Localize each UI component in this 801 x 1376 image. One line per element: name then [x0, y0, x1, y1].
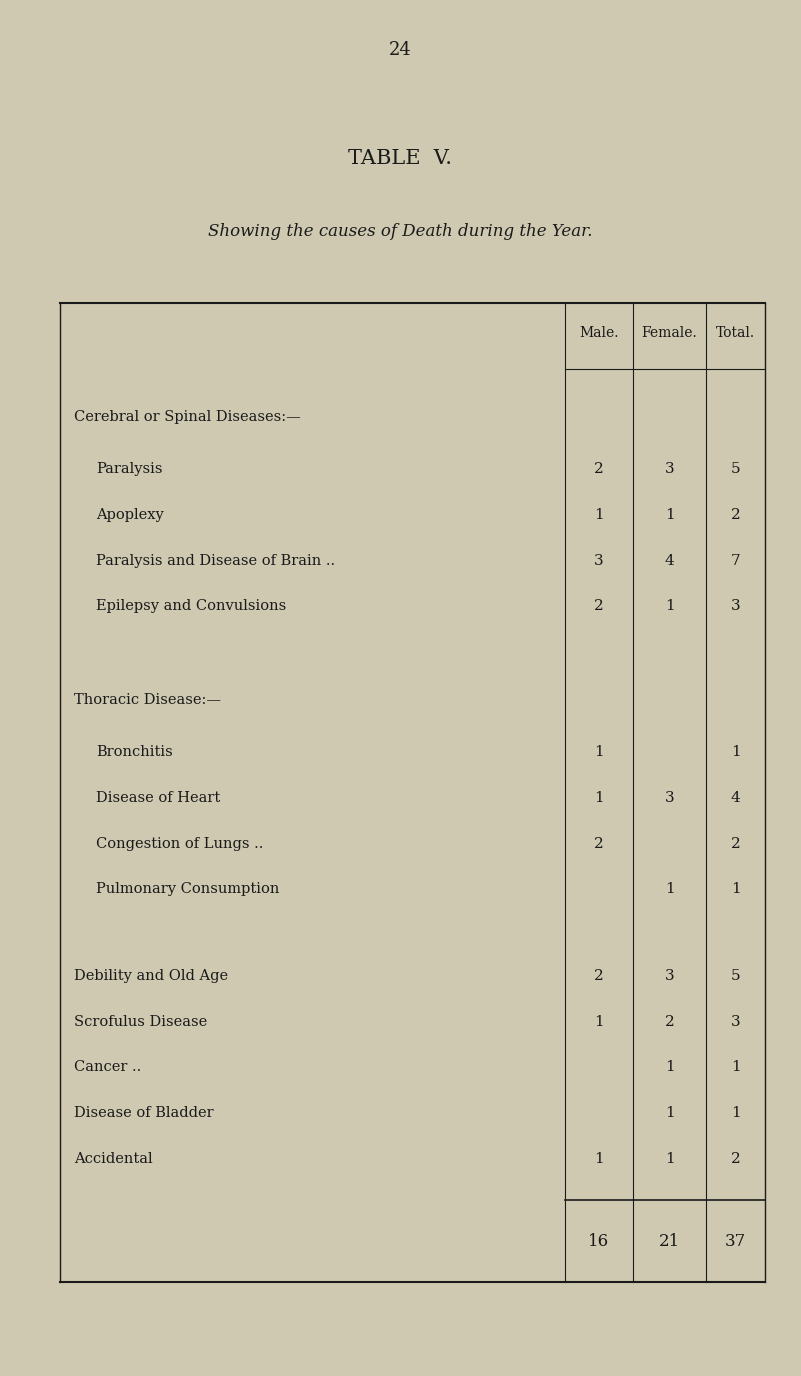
Text: Disease of Bladder: Disease of Bladder: [74, 1106, 214, 1120]
Text: 21: 21: [659, 1233, 680, 1249]
Text: 2: 2: [594, 599, 604, 614]
Text: 4: 4: [665, 553, 674, 567]
Text: Debility and Old Age: Debility and Old Age: [74, 969, 228, 982]
Text: Pulmonary Consumption: Pulmonary Consumption: [96, 882, 280, 896]
Text: 4: 4: [731, 791, 741, 805]
Text: Thoracic Disease:—: Thoracic Disease:—: [74, 694, 221, 707]
Text: Female.: Female.: [642, 326, 698, 340]
Text: 16: 16: [588, 1233, 610, 1249]
Text: Accidental: Accidental: [74, 1152, 153, 1165]
Text: 1: 1: [665, 1152, 674, 1165]
Text: Epilepsy and Convulsions: Epilepsy and Convulsions: [96, 599, 286, 614]
Text: 1: 1: [731, 882, 741, 896]
Text: 7: 7: [731, 553, 741, 567]
Text: 1: 1: [594, 508, 604, 522]
Text: 1: 1: [731, 1061, 741, 1075]
Text: 3: 3: [665, 791, 674, 805]
Text: 5: 5: [731, 462, 741, 476]
Text: Male.: Male.: [579, 326, 618, 340]
Text: Scrofulus Disease: Scrofulus Disease: [74, 1014, 207, 1029]
Text: 1: 1: [594, 1152, 604, 1165]
Text: 1: 1: [665, 508, 674, 522]
Text: 3: 3: [665, 462, 674, 476]
Text: 1: 1: [594, 1014, 604, 1029]
Text: 3: 3: [594, 553, 604, 567]
Text: TABLE  V.: TABLE V.: [348, 149, 453, 168]
Text: 24: 24: [389, 41, 412, 59]
Text: 1: 1: [594, 791, 604, 805]
Text: 2: 2: [594, 969, 604, 982]
Text: 1: 1: [594, 746, 604, 760]
Text: 1: 1: [731, 1106, 741, 1120]
Text: 2: 2: [594, 837, 604, 850]
Text: 3: 3: [731, 1014, 741, 1029]
Text: 1: 1: [665, 1106, 674, 1120]
Text: Showing the causes of Death during the Year.: Showing the causes of Death during the Y…: [208, 223, 593, 239]
Text: Cerebral or Spinal Diseases:—: Cerebral or Spinal Diseases:—: [74, 410, 301, 424]
Text: Bronchitis: Bronchitis: [96, 746, 173, 760]
Text: 1: 1: [731, 746, 741, 760]
Text: 3: 3: [665, 969, 674, 982]
Text: 2: 2: [731, 837, 741, 850]
Text: Paralysis: Paralysis: [96, 462, 163, 476]
Text: Congestion of Lungs ..: Congestion of Lungs ..: [96, 837, 264, 850]
Text: 2: 2: [731, 1152, 741, 1165]
Text: 3: 3: [731, 599, 741, 614]
Text: 2: 2: [731, 508, 741, 522]
Text: 5: 5: [731, 969, 741, 982]
Text: 1: 1: [665, 599, 674, 614]
Text: 1: 1: [665, 882, 674, 896]
Text: Cancer ..: Cancer ..: [74, 1061, 141, 1075]
Text: Total.: Total.: [716, 326, 755, 340]
Text: 2: 2: [665, 1014, 674, 1029]
Text: Disease of Heart: Disease of Heart: [96, 791, 220, 805]
Text: Apoplexy: Apoplexy: [96, 508, 164, 522]
Text: 2: 2: [594, 462, 604, 476]
Text: Paralysis and Disease of Brain ..: Paralysis and Disease of Brain ..: [96, 553, 335, 567]
Text: 37: 37: [725, 1233, 747, 1249]
Text: 1: 1: [665, 1061, 674, 1075]
